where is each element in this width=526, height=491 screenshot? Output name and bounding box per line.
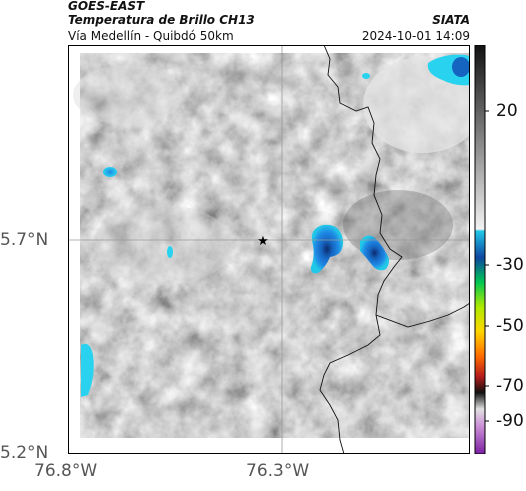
bright-cloud xyxy=(363,57,470,153)
colorbar-label: 20 xyxy=(496,101,518,121)
map-no-data-band xyxy=(68,438,470,454)
border-line xyxy=(319,314,381,454)
bright-cloud xyxy=(93,205,233,285)
cold-cloud-top xyxy=(360,235,389,271)
star-icon: ★ xyxy=(257,234,269,249)
map-frame xyxy=(68,45,470,454)
timestamp-label: 2024-10-01 14:09 xyxy=(361,29,470,43)
brand-label: SIATA xyxy=(432,13,470,27)
latitude-label: 5.7°N xyxy=(0,230,49,250)
bright-cloud xyxy=(73,65,183,125)
product-title: GOES-EAST xyxy=(68,0,145,13)
colorbar-scale xyxy=(474,45,486,454)
cold-cloud-top xyxy=(310,224,344,274)
cold-cloud-top xyxy=(362,73,370,79)
product-subtitle: Temperatura de Brillo CH13 xyxy=(68,13,255,27)
cold-cloud-top xyxy=(452,57,470,77)
longitude-label: 76.3°W xyxy=(246,461,310,481)
colorbar-label: -50 xyxy=(496,316,524,336)
colorbar-label: -70 xyxy=(496,376,524,396)
region-label: Vía Medellín - Quibdó 50km xyxy=(68,29,234,43)
cold-cloud-top xyxy=(103,167,117,177)
latitude-label: 5.2°N xyxy=(0,443,49,463)
colorbar-label: -30 xyxy=(496,255,524,275)
cold-cloud-top xyxy=(81,343,94,397)
colorbar xyxy=(474,45,489,454)
dark-cloud xyxy=(343,190,453,260)
cold-cloud-top xyxy=(167,246,173,258)
satellite-map[interactable]: ★ xyxy=(68,45,470,454)
colorbar-label: -90 xyxy=(496,411,524,431)
longitude-label: 76.8°W xyxy=(34,461,98,481)
border-line xyxy=(323,45,470,328)
